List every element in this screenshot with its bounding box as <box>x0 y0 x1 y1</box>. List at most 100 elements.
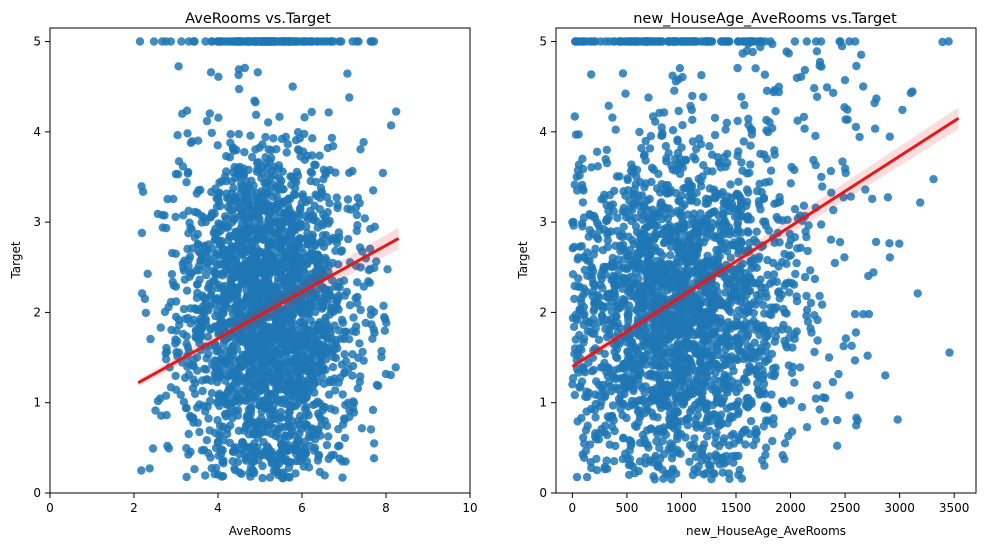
data-point <box>717 410 726 419</box>
data-point <box>737 474 747 483</box>
data-point <box>702 455 711 464</box>
data-point <box>356 305 365 315</box>
data-point <box>214 360 223 369</box>
data-point <box>366 305 376 314</box>
data-point <box>268 192 277 201</box>
data-point <box>171 312 181 321</box>
data-point <box>602 145 611 155</box>
data-point <box>572 37 582 46</box>
data-point <box>780 336 789 346</box>
data-point <box>301 197 311 207</box>
data-point <box>285 390 294 400</box>
data-point <box>197 211 206 221</box>
data-point <box>761 450 770 460</box>
data-point <box>651 451 660 461</box>
left-y-label: Target <box>9 241 23 279</box>
data-point <box>356 372 365 381</box>
data-point <box>786 179 795 188</box>
data-point <box>380 326 389 335</box>
data-point <box>256 268 265 277</box>
data-point <box>754 255 763 264</box>
data-point <box>913 289 922 298</box>
data-point <box>600 392 609 402</box>
data-point <box>678 72 687 82</box>
data-point <box>300 211 310 220</box>
data-point <box>321 313 330 322</box>
data-point <box>237 469 246 479</box>
data-point <box>327 133 337 143</box>
data-point <box>308 37 318 46</box>
data-point <box>666 444 676 453</box>
data-point <box>592 232 601 242</box>
data-point <box>215 188 224 197</box>
data-point <box>736 321 745 330</box>
data-point <box>171 282 181 291</box>
data-point <box>718 468 727 477</box>
data-point <box>337 315 347 325</box>
data-point <box>754 372 764 382</box>
data-point <box>769 371 779 381</box>
data-point <box>195 339 204 348</box>
data-point <box>885 132 894 141</box>
data-point <box>691 155 700 164</box>
left-x-ticks: 0 2 4 6 8 10 <box>46 493 478 515</box>
data-point <box>570 294 579 304</box>
data-point <box>686 234 696 244</box>
y-tick-label: 1 <box>33 396 41 410</box>
data-point <box>332 296 341 305</box>
data-point <box>237 261 246 271</box>
data-point <box>587 274 597 283</box>
data-point <box>233 389 242 399</box>
data-point <box>729 265 738 274</box>
data-point <box>171 212 180 222</box>
data-point <box>688 443 697 453</box>
data-point <box>626 272 636 282</box>
data-point <box>287 416 296 426</box>
data-point <box>591 399 600 409</box>
data-point <box>657 279 667 288</box>
data-point <box>202 299 211 308</box>
data-point <box>333 442 343 451</box>
data-point <box>593 291 602 300</box>
data-point <box>784 241 794 250</box>
data-point <box>752 227 761 236</box>
data-point <box>579 453 589 462</box>
data-point <box>199 401 209 411</box>
data-point <box>270 334 280 343</box>
data-point <box>726 288 735 298</box>
data-point <box>320 416 329 426</box>
data-point <box>800 124 809 133</box>
data-point <box>353 278 362 287</box>
data-point <box>739 137 748 146</box>
data-point <box>608 113 617 122</box>
data-point <box>648 205 657 214</box>
data-point <box>386 121 396 130</box>
data-point <box>713 387 723 396</box>
data-point <box>829 205 838 215</box>
data-point <box>292 331 301 340</box>
data-point <box>232 164 242 174</box>
data-point <box>192 403 202 412</box>
data-point <box>266 293 275 303</box>
data-point <box>343 195 353 204</box>
data-point <box>785 288 794 297</box>
data-point <box>377 352 386 362</box>
data-point <box>344 234 353 244</box>
data-point <box>722 325 731 334</box>
data-point <box>687 293 697 303</box>
data-point <box>171 371 180 381</box>
data-point <box>288 82 297 91</box>
data-point <box>290 358 300 367</box>
data-point <box>366 425 376 434</box>
data-point <box>328 258 337 268</box>
data-point <box>599 380 608 390</box>
data-point <box>624 402 633 411</box>
data-point <box>626 460 635 469</box>
data-point <box>870 124 880 133</box>
data-point <box>379 301 388 310</box>
data-point <box>261 396 270 406</box>
data-point <box>571 130 581 139</box>
data-point <box>189 37 198 46</box>
data-point <box>655 108 664 118</box>
data-point <box>833 415 842 425</box>
